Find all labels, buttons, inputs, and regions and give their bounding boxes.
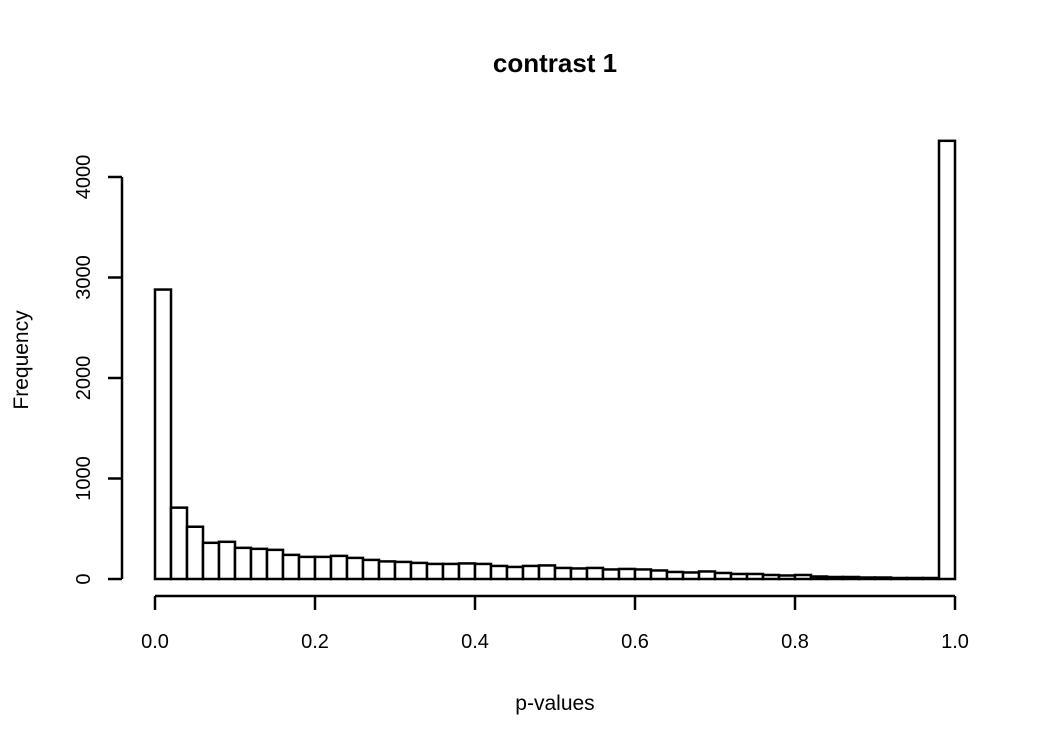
histogram-bar (425, 562, 445, 581)
chart-title: contrast 1 (493, 48, 617, 78)
bars-group (153, 139, 957, 581)
histogram-bar (681, 571, 701, 581)
x-axis-label: p-values (515, 692, 594, 715)
histogram-bar (377, 560, 397, 581)
histogram-bar (441, 562, 461, 581)
histogram-bar (153, 288, 173, 581)
histogram-bar (297, 555, 317, 581)
histogram-bar (601, 568, 621, 581)
histogram-bar (169, 506, 189, 581)
histogram-bar (505, 565, 525, 581)
y-axis: 0 1000 2000 3000 4000 (73, 155, 124, 585)
histogram-bar (889, 576, 909, 581)
histogram-bar (857, 576, 877, 581)
histogram-bar (249, 547, 269, 581)
histogram-bar (281, 553, 301, 581)
y-tick-label: 1000 (73, 456, 95, 501)
histogram-bar (393, 560, 413, 581)
histogram-bar (553, 566, 573, 581)
histogram-bar (313, 555, 333, 581)
x-tick-label: 0.0 (141, 631, 169, 653)
y-tick-label: 3000 (73, 255, 95, 300)
histogram-bar (937, 139, 957, 581)
histogram-bar (777, 574, 797, 581)
x-tick-label: 0.8 (781, 631, 809, 653)
histogram-bar (329, 554, 349, 581)
histogram-bar (585, 566, 605, 581)
x-tick-label: 0.6 (621, 631, 649, 653)
histogram-bar (201, 541, 221, 581)
histogram-bar (745, 572, 765, 581)
y-tick-label: 4000 (73, 155, 95, 200)
histogram-bar (697, 570, 717, 581)
histogram-bar (345, 556, 365, 581)
histogram-bar (713, 571, 733, 581)
x-axis: 0.0 0.2 0.4 0.6 0.8 1.0 (141, 594, 969, 653)
histogram-bar (809, 575, 829, 581)
histogram-bar (537, 564, 557, 581)
histogram-bar (569, 567, 589, 581)
histogram-bar (633, 568, 653, 581)
histogram-bar (825, 575, 845, 581)
histogram-bar (457, 562, 477, 581)
y-axis-label: Frequency (10, 310, 33, 410)
histogram-bar (649, 569, 669, 581)
histogram-bar (409, 561, 429, 581)
y-tick-label: 0 (73, 573, 95, 584)
histogram-bar (217, 540, 237, 581)
histogram-bar (361, 558, 381, 581)
x-tick-label: 0.4 (461, 631, 489, 653)
x-tick-label: 0.2 (301, 631, 329, 653)
histogram-bar (761, 573, 781, 581)
histogram-bar (233, 546, 253, 581)
histogram-bar (921, 576, 941, 581)
histogram-bar (841, 575, 861, 581)
histogram-bar (729, 572, 749, 581)
histogram-bar (905, 576, 925, 581)
y-tick-label: 2000 (73, 356, 95, 401)
histogram-bar (265, 548, 285, 581)
histogram-bar (617, 567, 637, 581)
x-tick-label: 1.0 (941, 631, 969, 653)
histogram-bar (473, 562, 493, 581)
histogram-bar (489, 564, 509, 581)
histogram-bar (665, 570, 685, 581)
histogram-bar (873, 576, 893, 581)
histogram-bar (521, 564, 541, 581)
histogram-bar (793, 573, 813, 581)
histogram-bar (185, 525, 205, 581)
